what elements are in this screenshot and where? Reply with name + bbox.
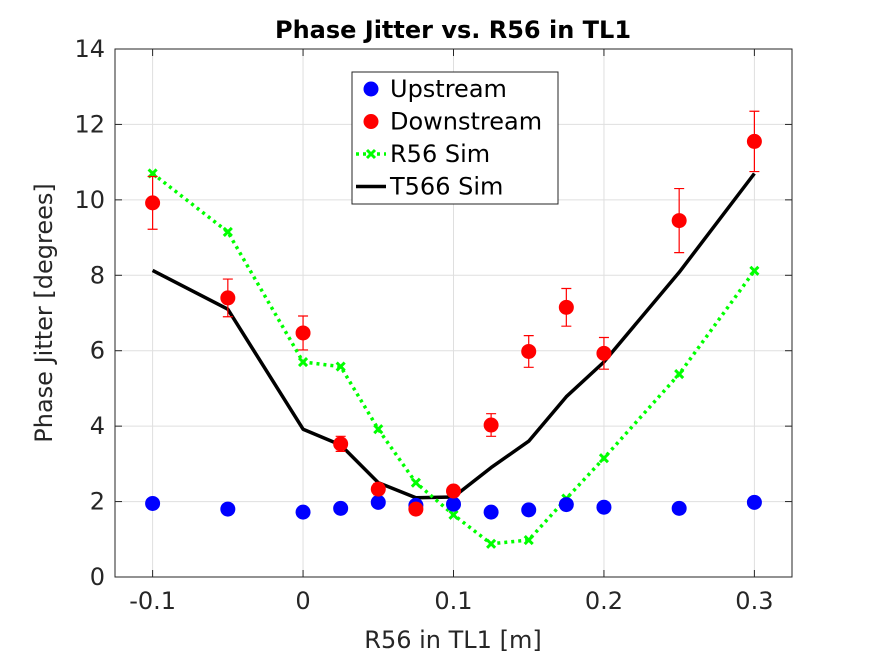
upstream-point [370,494,386,510]
y-tick-label: 12 [74,110,105,138]
downstream-point [145,195,161,211]
r56-sim-marker [486,538,497,549]
y-axis-label: Phase Jitter [degrees] [30,183,58,442]
y-tick-label: 2 [90,488,105,516]
upstream-point [333,500,349,516]
legend-marker-downstream [363,114,379,129]
legend-box [351,71,559,205]
x-axis-label: R56 in TL1 [m] [364,626,541,654]
r56-sim-marker [448,509,459,520]
x-tick-label: -0.1 [129,587,176,615]
x-tick-label: 0 [295,587,310,615]
downstream-point [220,290,236,306]
y-tick-label: 14 [74,35,105,63]
legend-label-r56-sim: R56 Sim [390,140,490,168]
y-tick-label: 0 [90,563,105,591]
downstream-point [521,343,537,359]
downstream-point [408,501,424,517]
downstream-point [596,345,612,361]
downstream-point [558,299,574,315]
downstream-point [671,213,687,229]
x-tick-label: 0.1 [434,587,472,615]
upstream-point [671,500,687,516]
legend-label-upstream: Upstream [390,75,507,103]
upstream-point [746,494,762,510]
y-tick-label: 4 [90,412,105,440]
r56-sim-marker [410,477,421,488]
r56-sim-marker [523,534,534,546]
r56-sim-marker [297,356,309,368]
legend-label-t566-sim: T566 Sim [389,173,503,201]
chart-title: Phase Jitter vs. R56 in TL1 [275,16,631,44]
r56-sim-marker [335,361,346,372]
upstream-point [483,504,499,520]
legend-marker-upstream [363,81,379,97]
downstream-point [446,483,461,499]
legend-marker-r56-sim [365,148,377,160]
r56-sim-marker [598,453,610,464]
upstream-point [521,502,537,518]
downstream-point [483,417,499,433]
upstream-point [558,497,574,513]
r56-sim-marker [674,369,685,380]
x-tick-label: 0.3 [735,587,773,615]
legend-label-downstream: Downstream [390,108,542,136]
downstream-point [746,133,762,149]
upstream-point [596,499,612,515]
downstream-point [295,325,311,341]
x-tick-label: 0.2 [585,587,623,615]
y-tick-label: 6 [90,337,105,365]
r56-sim-marker [373,424,384,435]
upstream-point [446,496,461,512]
upstream-point [145,495,161,511]
downstream-point [370,481,386,497]
y-tick-label: 10 [74,186,105,214]
upstream-point [295,504,311,520]
legend: Upstream Downstream R56 Sim T566 Sim [351,71,559,205]
r56-sim-marker [222,226,233,237]
y-tick-label: 8 [90,261,105,289]
downstream-point [333,436,349,452]
upstream-point [220,501,236,517]
r56-sim-marker [749,265,760,276]
